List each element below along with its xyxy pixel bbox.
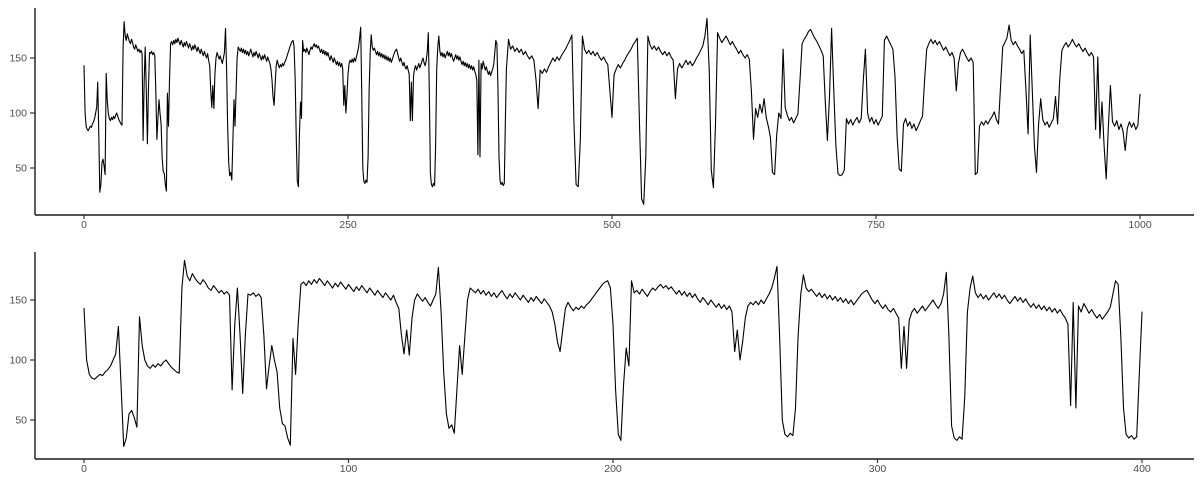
y-tick-label: 100 (9, 108, 27, 120)
bottom-chart: 0 100 200 300 400 50 100 150 (9, 252, 1194, 475)
x-tick-label: 100 (340, 463, 358, 475)
x-tick-label: 0 (81, 219, 87, 231)
top-chart: 0 250 500 750 1000 50 100 150 (9, 8, 1194, 231)
x-tick-label: 300 (869, 463, 887, 475)
y-tick-label: 50 (15, 163, 27, 175)
series-line (83, 259, 1143, 447)
y-tick-label: 150 (9, 295, 27, 307)
y-tick-label: 50 (15, 415, 27, 427)
series-line (83, 17, 1141, 205)
x-tick-label: 750 (867, 219, 885, 231)
x-tick-label: 1000 (1128, 219, 1152, 231)
x-tick-label: 500 (603, 219, 621, 231)
x-tick-label: 200 (604, 463, 622, 475)
x-tick-label: 400 (1133, 463, 1151, 475)
x-tick-label: 0 (81, 463, 87, 475)
y-tick-label: 150 (9, 53, 27, 65)
x-tick-label: 250 (339, 219, 357, 231)
y-tick-label: 100 (9, 355, 27, 367)
